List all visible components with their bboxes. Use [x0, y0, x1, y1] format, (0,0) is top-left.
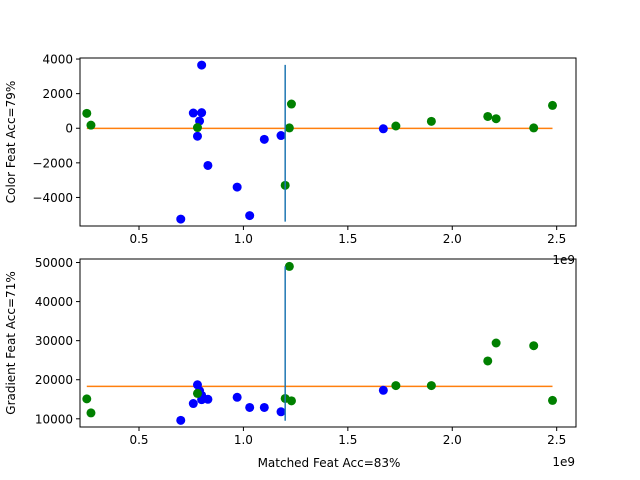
color-feat-y-axis-label: Color Feat Acc=79% [4, 81, 18, 204]
y-tick-label: 30000 [35, 334, 73, 348]
x-tick-label: 1.5 [338, 232, 357, 246]
green-point [548, 395, 558, 405]
blue-point [203, 160, 213, 170]
blue-point [188, 399, 198, 409]
blue-point [232, 182, 242, 192]
y-tick-label: −2000 [32, 156, 73, 170]
y-tick-label: 20000 [35, 373, 73, 387]
blue-point [176, 214, 186, 224]
x-tick-label: 1.0 [234, 433, 253, 447]
green-point [391, 381, 401, 391]
y-tick-label: 50000 [35, 256, 73, 270]
blue-point [245, 402, 255, 412]
blue-point [192, 131, 202, 141]
green-point [491, 114, 501, 124]
y-tick-label: −4000 [32, 191, 73, 205]
x-tick-label: 1.5 [338, 433, 357, 447]
green-point [192, 388, 202, 398]
green-point [483, 111, 493, 121]
green-point [286, 396, 296, 406]
x-tick-label: 0.5 [129, 232, 148, 246]
green-point [391, 121, 401, 131]
x-tick-label: 1.0 [234, 232, 253, 246]
green-point [86, 408, 96, 418]
blue-point [259, 134, 269, 144]
x-tick-label: 0.5 [129, 433, 148, 447]
green-point [82, 394, 92, 404]
y-tick-label: 2000 [42, 87, 73, 101]
green-point [483, 356, 493, 366]
gradient-feat-plot-area: 0.5 1.0 1.5 2.0 2.5 10000 20000 30000 40000 50000 [35, 256, 577, 447]
y-tick-label: 0 [65, 122, 73, 136]
gradient-feat-x-offset-label: 1e9 [552, 455, 575, 469]
y-tick-label: 4000 [42, 53, 73, 67]
axes-frame [79, 258, 577, 428]
axes-frame [79, 57, 577, 227]
green-point [86, 120, 96, 130]
blue-point [197, 60, 207, 70]
gradient-feat-panel: Gradient Feat Acc=71% 0.5 1.0 1.5 2.0 2.5 100… [4, 256, 577, 470]
green-point [529, 341, 539, 351]
x-tick-label: 2.0 [443, 232, 462, 246]
blue-point [276, 407, 286, 417]
green-point [426, 116, 436, 126]
blue-point [259, 402, 269, 412]
blue-point [232, 392, 242, 402]
blue-point [245, 211, 255, 221]
color-feat-panel: Color Feat Acc=79% 0.5 1.0 1.5 2.0 2.5 −4000 −… [4, 53, 577, 267]
blue-point [378, 385, 388, 395]
x-tick-label: 2.5 [547, 232, 566, 246]
green-point [491, 338, 501, 348]
blue-point [188, 108, 198, 118]
green-point [192, 123, 202, 133]
blue-point [203, 394, 213, 404]
blue-point [176, 415, 186, 425]
green-point [529, 123, 539, 133]
x-tick-label: 2.5 [547, 433, 566, 447]
blue-point [276, 131, 286, 141]
y-tick-label: 40000 [35, 295, 73, 309]
blue-point [378, 124, 388, 134]
blue-point [197, 108, 207, 118]
green-point [284, 123, 294, 133]
color-feat-x-offset-label: 1e9 [552, 253, 575, 267]
matched-feat-x-axis-label: Matched Feat Acc=83% [258, 456, 401, 470]
gradient-feat-y-axis-label: Gradient Feat Acc=71% [4, 271, 18, 414]
x-tick-label: 2.0 [443, 433, 462, 447]
green-point [426, 381, 436, 391]
color-feat-plot-area: 0.5 1.0 1.5 2.0 2.5 −4000 −2000 0 2000 4000 [32, 53, 577, 246]
green-point [548, 100, 558, 110]
green-point [82, 108, 92, 118]
y-tick-label: 10000 [35, 412, 73, 426]
green-point [286, 99, 296, 109]
green-point [284, 261, 294, 271]
